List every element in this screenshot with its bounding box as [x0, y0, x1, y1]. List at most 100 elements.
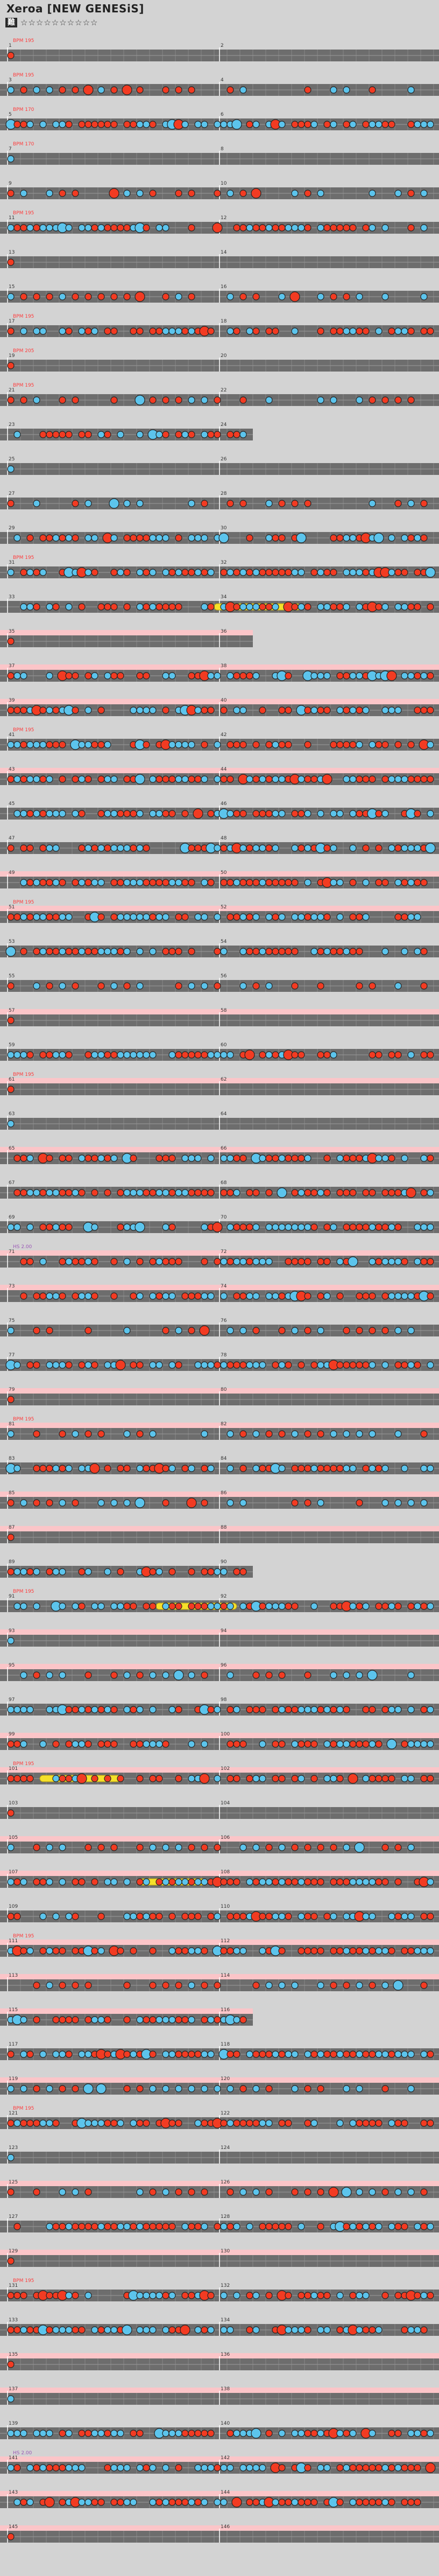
- ka-note: [310, 121, 318, 128]
- don-note: [336, 741, 344, 748]
- don-note: [239, 1913, 247, 1920]
- ka-note: [381, 1947, 389, 1955]
- don-note: [239, 1430, 247, 1438]
- don-note: [272, 1361, 279, 1369]
- ka-note: [381, 1361, 389, 1369]
- don-note: [110, 603, 118, 611]
- don-note: [162, 948, 169, 955]
- don-note: [298, 1740, 305, 1748]
- ka-note: [168, 1292, 176, 1300]
- don-note: [233, 1913, 240, 1920]
- ka-note: [20, 1706, 27, 1713]
- ka-note: [330, 810, 337, 817]
- ka-note: [401, 534, 408, 542]
- gogo-band: [0, 630, 253, 635]
- don-note: [407, 121, 415, 128]
- ka-note: [323, 1740, 331, 1748]
- don-note: [52, 2223, 60, 2230]
- ka-note: [46, 86, 53, 94]
- don-note: [72, 2085, 79, 2092]
- ka-note: [59, 1568, 66, 1576]
- don-note: [323, 1465, 331, 1472]
- don-note: [20, 2119, 27, 2127]
- don-note: [104, 431, 111, 438]
- don-note: [175, 1051, 182, 1059]
- ka-note: [33, 2430, 40, 2437]
- don-note: [349, 913, 357, 921]
- ka-note: [201, 775, 208, 783]
- ka-note: [272, 741, 279, 748]
- don-note: [252, 2119, 260, 2127]
- don-note: [427, 1051, 434, 1059]
- don-note: [175, 2119, 182, 2127]
- don-note: [375, 2119, 383, 2127]
- don-note: [291, 1154, 299, 1162]
- ka-note: [117, 913, 124, 921]
- ka-note: [65, 1258, 73, 1265]
- don-note: [304, 2326, 311, 2334]
- ka-note: [168, 1051, 176, 1059]
- don-note: [233, 569, 240, 576]
- don-note: [356, 913, 363, 921]
- ka-note: [7, 2085, 15, 2092]
- ka-note: [407, 672, 415, 680]
- don-note: [46, 913, 53, 921]
- ka-note: [226, 1051, 234, 1059]
- ka-note: [168, 1361, 176, 1369]
- don-note: [162, 1327, 169, 1334]
- ka-note: [214, 913, 221, 921]
- ka-note: [155, 913, 163, 921]
- don-note: [375, 1465, 383, 1472]
- measure-number: 73: [9, 1284, 15, 1289]
- don-note: [168, 1602, 176, 1610]
- don-note: [26, 913, 34, 921]
- don-note: [394, 844, 402, 852]
- don-note: [381, 1327, 389, 1334]
- don-note: [188, 86, 195, 94]
- don-note: [278, 1947, 286, 1955]
- don-note: [420, 327, 428, 335]
- don-note: [162, 86, 169, 94]
- don-note: [20, 1258, 27, 1265]
- ka-note: [420, 1223, 428, 1231]
- ka-note: [427, 1878, 434, 1886]
- measure-number: 29: [9, 526, 15, 531]
- don-note: [330, 948, 337, 955]
- ka-note: [201, 431, 208, 438]
- don-note: [7, 396, 15, 404]
- don-note: [427, 327, 434, 335]
- ka-note: [323, 1292, 331, 1300]
- don-note: [362, 1361, 370, 1369]
- don-note: [149, 2188, 157, 2196]
- big-ka-note: [393, 1980, 403, 1991]
- ka-note: [110, 948, 118, 955]
- ka-note: [207, 569, 215, 576]
- ka-note: [39, 1740, 47, 1748]
- don-note: [343, 1706, 350, 1713]
- don-note: [155, 327, 163, 335]
- don-note: [336, 1361, 344, 1369]
- ka-note: [252, 1292, 260, 1300]
- ka-note: [343, 603, 350, 611]
- ka-note: [233, 1258, 240, 1265]
- don-note: [207, 810, 215, 817]
- ka-note: [343, 1947, 350, 1955]
- don-note: [226, 2430, 234, 2437]
- don-note: [401, 1947, 408, 1955]
- ka-note: [362, 1878, 370, 1886]
- ka-note: [401, 2050, 408, 2058]
- ka-note: [388, 1292, 395, 1300]
- ka-note: [20, 1878, 27, 1886]
- don-note: [72, 706, 79, 714]
- gogo-band: [0, 1492, 439, 1497]
- don-note: [278, 224, 286, 232]
- ka-note: [272, 1602, 279, 1610]
- don-note: [46, 1499, 53, 1507]
- don-note: [239, 1465, 247, 1472]
- ka-note: [246, 2050, 253, 2058]
- don-note: [401, 1361, 408, 1369]
- don-note: [310, 1189, 318, 1196]
- ka-note: [72, 1430, 79, 1438]
- ka-note: [201, 121, 208, 128]
- ka-note: [298, 2223, 305, 2230]
